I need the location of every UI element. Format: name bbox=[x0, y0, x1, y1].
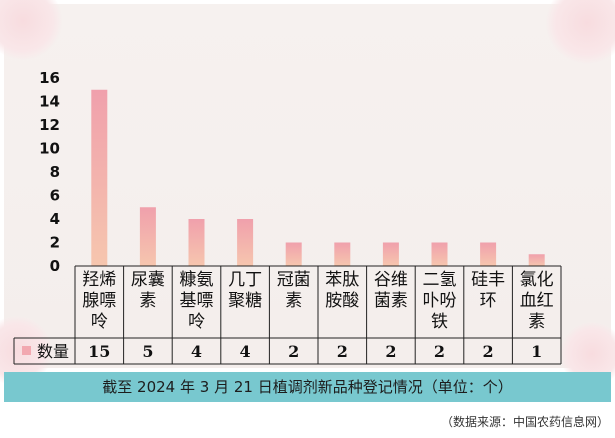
category-label: 铁 bbox=[431, 312, 448, 332]
value-label: 4 bbox=[191, 342, 202, 361]
category-label: 尿囊 bbox=[131, 270, 165, 290]
y-tick-label: 10 bbox=[39, 140, 60, 158]
category-label: 几丁 bbox=[228, 270, 262, 290]
category-label: 羟烯 bbox=[82, 270, 116, 290]
category-label: 素 bbox=[528, 312, 545, 332]
bar bbox=[480, 242, 497, 266]
value-label: 15 bbox=[88, 342, 110, 361]
data-source: （数据来源：中国农药信息网） bbox=[440, 415, 609, 429]
category-label: 胺酸 bbox=[325, 291, 359, 311]
bar bbox=[237, 219, 254, 266]
bar bbox=[528, 254, 545, 266]
y-tick-label: 16 bbox=[39, 69, 60, 87]
category-label: 环 bbox=[480, 291, 497, 311]
bar bbox=[285, 242, 302, 266]
value-label: 5 bbox=[142, 342, 153, 361]
category-label: 糠氨 bbox=[180, 269, 214, 290]
bar bbox=[382, 242, 399, 266]
bar bbox=[431, 242, 448, 266]
category-label: 聚糖 bbox=[228, 291, 262, 311]
category-label: 呤 bbox=[188, 312, 205, 332]
value-label: 1 bbox=[531, 342, 542, 361]
category-label: 苯肽 bbox=[325, 270, 359, 290]
y-tick-label: 4 bbox=[50, 210, 60, 228]
category-label: 菌素 bbox=[374, 291, 408, 311]
bar bbox=[139, 207, 156, 266]
category-label: 谷维 bbox=[374, 270, 408, 290]
y-tick-label: 14 bbox=[39, 93, 60, 111]
bar-chart: 0246810121416羟烯腺嘌呤尿囊素糠氨基嘌呤几丁聚糖冠菌素苯肽胺酸谷维菌… bbox=[13, 69, 562, 365]
value-label: 2 bbox=[385, 342, 396, 361]
value-label: 2 bbox=[337, 342, 348, 361]
category-label: 素 bbox=[139, 291, 156, 311]
category-label: 血红 bbox=[520, 291, 554, 311]
category-label: 基嘌 bbox=[180, 291, 214, 311]
value-label: 4 bbox=[240, 342, 251, 361]
category-label: 硅丰 bbox=[471, 270, 505, 290]
y-tick-label: 12 bbox=[39, 116, 60, 134]
y-tick-label: 2 bbox=[50, 234, 60, 252]
value-label: 2 bbox=[483, 342, 494, 361]
bar bbox=[334, 242, 351, 266]
chart-caption: 截至 2024 年 3 月 21 日植调剂新品种登记情况（单位：个） bbox=[4, 372, 611, 402]
category-label: 腺嘌 bbox=[82, 291, 116, 311]
category-label: 冠菌 bbox=[277, 270, 311, 290]
value-label: 2 bbox=[288, 342, 299, 361]
category-label: 二氢 bbox=[423, 270, 457, 290]
y-tick-label: 8 bbox=[50, 163, 60, 181]
y-tick-label: 0 bbox=[50, 257, 60, 275]
category-label: 呤 bbox=[91, 312, 108, 332]
legend-label: 数量 bbox=[37, 342, 69, 361]
category-label: 素 bbox=[285, 291, 302, 311]
value-label: 2 bbox=[434, 342, 445, 361]
category-label: 卟吩 bbox=[423, 291, 457, 311]
category-label: 氯化 bbox=[520, 270, 554, 290]
legend-key bbox=[22, 346, 31, 355]
bar bbox=[91, 89, 108, 266]
y-tick-label: 6 bbox=[50, 187, 60, 205]
bar bbox=[188, 219, 205, 266]
